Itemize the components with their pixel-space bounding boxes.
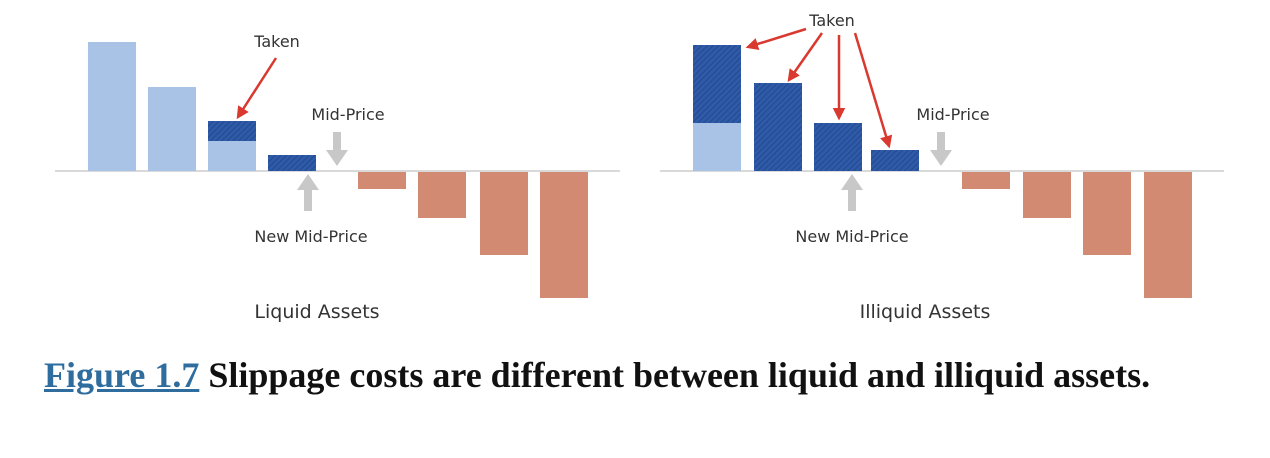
taken-arrow-4 bbox=[853, 32, 893, 149]
bid-bar-2-taken bbox=[754, 83, 802, 171]
taken-arrow bbox=[236, 57, 278, 120]
bid-bars bbox=[693, 45, 919, 171]
new-mid-price-label: New Mid-Price bbox=[795, 227, 908, 246]
taken-label: Taken bbox=[253, 32, 300, 51]
taken-arrow-2 bbox=[787, 32, 824, 83]
bid-bar-1 bbox=[88, 42, 136, 171]
bid-bar-2 bbox=[148, 87, 196, 171]
new-mid-price-up-arrow bbox=[841, 174, 863, 211]
ask-bar-3 bbox=[480, 172, 528, 255]
bid-bars bbox=[88, 42, 316, 171]
ask-bars bbox=[962, 172, 1192, 298]
taken-label: Taken bbox=[808, 11, 855, 30]
mid-price-down-arrow bbox=[326, 132, 348, 166]
ask-bar-2 bbox=[418, 172, 466, 218]
bid-bar-3-taken bbox=[208, 121, 256, 141]
ask-bar-1 bbox=[962, 172, 1010, 189]
bid-bar-1-taken bbox=[693, 45, 741, 123]
new-mid-price-up-arrow bbox=[297, 174, 319, 211]
ask-bar-1 bbox=[358, 172, 406, 189]
taken-arrows bbox=[745, 27, 893, 149]
mid-price-label: Mid-Price bbox=[916, 105, 989, 124]
new-mid-price-label: New Mid-Price bbox=[254, 227, 367, 246]
figure-reference-link[interactable]: Figure 1.7 bbox=[44, 355, 200, 395]
panel-title: Liquid Assets bbox=[254, 301, 379, 323]
panel-title: Illiquid Assets bbox=[860, 301, 991, 323]
caption-text: Slippage costs are different between liq… bbox=[208, 355, 1151, 395]
panel-illiquid: Taken Mid-Price New Mid-Price Illiquid A… bbox=[660, 11, 1224, 323]
bid-bar-4-taken bbox=[871, 150, 919, 171]
bid-bar-3-taken bbox=[814, 123, 862, 171]
mid-price-down-arrow bbox=[930, 132, 952, 166]
ask-bar-4 bbox=[1144, 172, 1192, 298]
ask-bars bbox=[358, 172, 588, 298]
bid-bar-4-taken bbox=[268, 155, 316, 171]
mid-price-label: Mid-Price bbox=[311, 105, 384, 124]
ask-bar-4 bbox=[540, 172, 588, 298]
ask-bar-2 bbox=[1023, 172, 1071, 218]
figure-caption: Figure 1.7 Slippage costs are different … bbox=[44, 353, 1234, 397]
taken-arrow-1 bbox=[745, 27, 807, 51]
ask-bar-3 bbox=[1083, 172, 1131, 255]
slippage-figure: Taken Mid-Price New Mid-Price Liquid Ass… bbox=[55, 11, 1224, 323]
panel-liquid: Taken Mid-Price New Mid-Price Liquid Ass… bbox=[55, 32, 620, 323]
